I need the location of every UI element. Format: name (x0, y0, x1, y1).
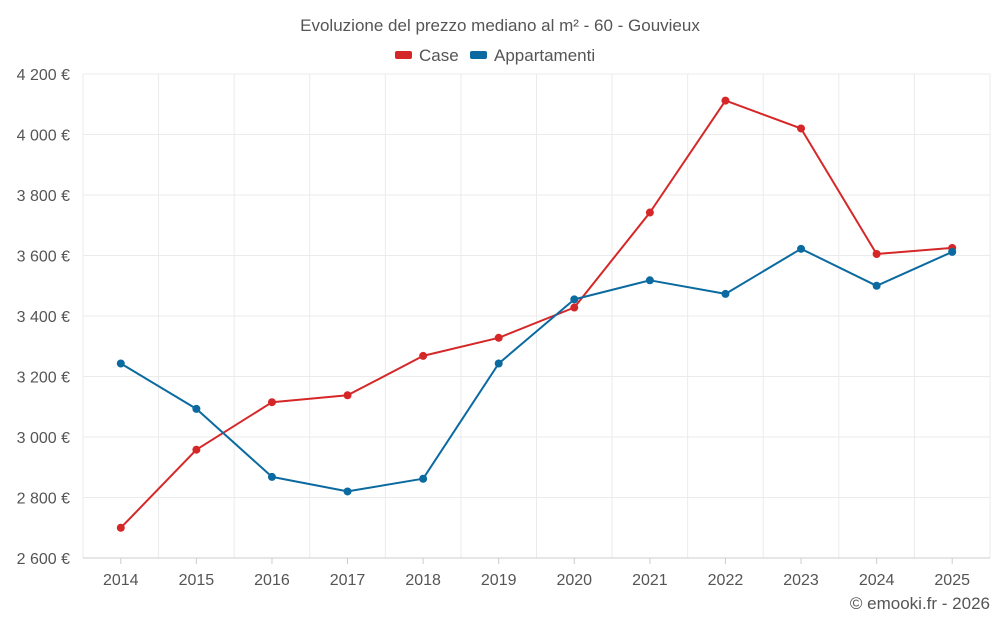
y-tick-label: 4 200 € (17, 67, 70, 84)
data-point-case (267, 398, 276, 407)
y-tick-label: 3 400 € (17, 309, 70, 326)
data-point-case (797, 124, 806, 133)
y-tick-label: 3 800 € (17, 188, 70, 205)
data-point-appartamenti (872, 281, 881, 290)
data-point-case (419, 351, 428, 360)
legend-label-case: Case (419, 46, 459, 65)
data-point-appartamenti (948, 247, 957, 256)
data-point-appartamenti (419, 474, 428, 483)
data-point-appartamenti (192, 404, 201, 413)
x-tick-label: 2024 (859, 572, 895, 589)
x-tick-label: 2025 (934, 572, 970, 589)
x-tick-label: 2023 (783, 572, 819, 589)
y-tick-label: 3 600 € (17, 249, 70, 266)
data-point-case (645, 208, 654, 217)
data-point-appartamenti (494, 359, 503, 368)
grid (82, 73, 991, 558)
x-tick-label: 2022 (708, 572, 744, 589)
y-tick-label: 2 600 € (17, 551, 70, 568)
data-point-case (872, 249, 881, 258)
y-tick-label: 4 000 € (17, 128, 70, 145)
y-tick-label: 3 200 € (17, 370, 70, 387)
x-tick-label: 2020 (556, 572, 592, 589)
x-tick-label: 2019 (481, 572, 517, 589)
x-tick-label: 2015 (179, 572, 215, 589)
y-tick-label: 3 000 € (17, 430, 70, 447)
x-tick-label: 2021 (632, 572, 668, 589)
data-point-case (494, 333, 503, 342)
x-tick-label: 2014 (103, 572, 139, 589)
legend-label-appartamenti: Appartamenti (494, 46, 595, 65)
data-point-case (343, 391, 352, 400)
legend-item-appartamenti[interactable]: Appartamenti (470, 46, 595, 65)
x-tick-label: 2018 (405, 572, 441, 589)
data-point-appartamenti (343, 487, 352, 496)
x-tick-label: 2017 (330, 572, 366, 589)
footer-credit: © emooki.fr - 2026 (850, 594, 990, 613)
data-point-case (116, 523, 125, 532)
data-point-case (192, 445, 201, 454)
series-line-case (120, 99, 953, 529)
data-point-appartamenti (797, 244, 806, 253)
data-point-appartamenti (721, 289, 730, 298)
legend-item-case[interactable]: Case (395, 46, 459, 65)
series-line-appartamenti (120, 247, 953, 493)
y-tick-label: 2 800 € (17, 491, 70, 508)
legend-swatch-case (395, 51, 412, 59)
axes: 2 600 € 2 800 € 3 000 € 3 200 € 3 400 € 3 600… (17, 67, 990, 589)
legend: Case Appartamenti (395, 46, 595, 65)
x-tick-label: 2016 (254, 572, 290, 589)
data-point-appartamenti (116, 359, 125, 368)
legend-swatch-appartamenti (470, 51, 487, 59)
data-point-appartamenti (267, 472, 276, 481)
data-point-case (721, 96, 730, 105)
chart-title: Evoluzione del prezzo mediano al m² - 60… (300, 16, 700, 35)
series-layer (116, 96, 957, 532)
data-point-appartamenti (570, 295, 579, 304)
data-point-appartamenti (645, 276, 654, 285)
data-point-case (570, 303, 579, 312)
